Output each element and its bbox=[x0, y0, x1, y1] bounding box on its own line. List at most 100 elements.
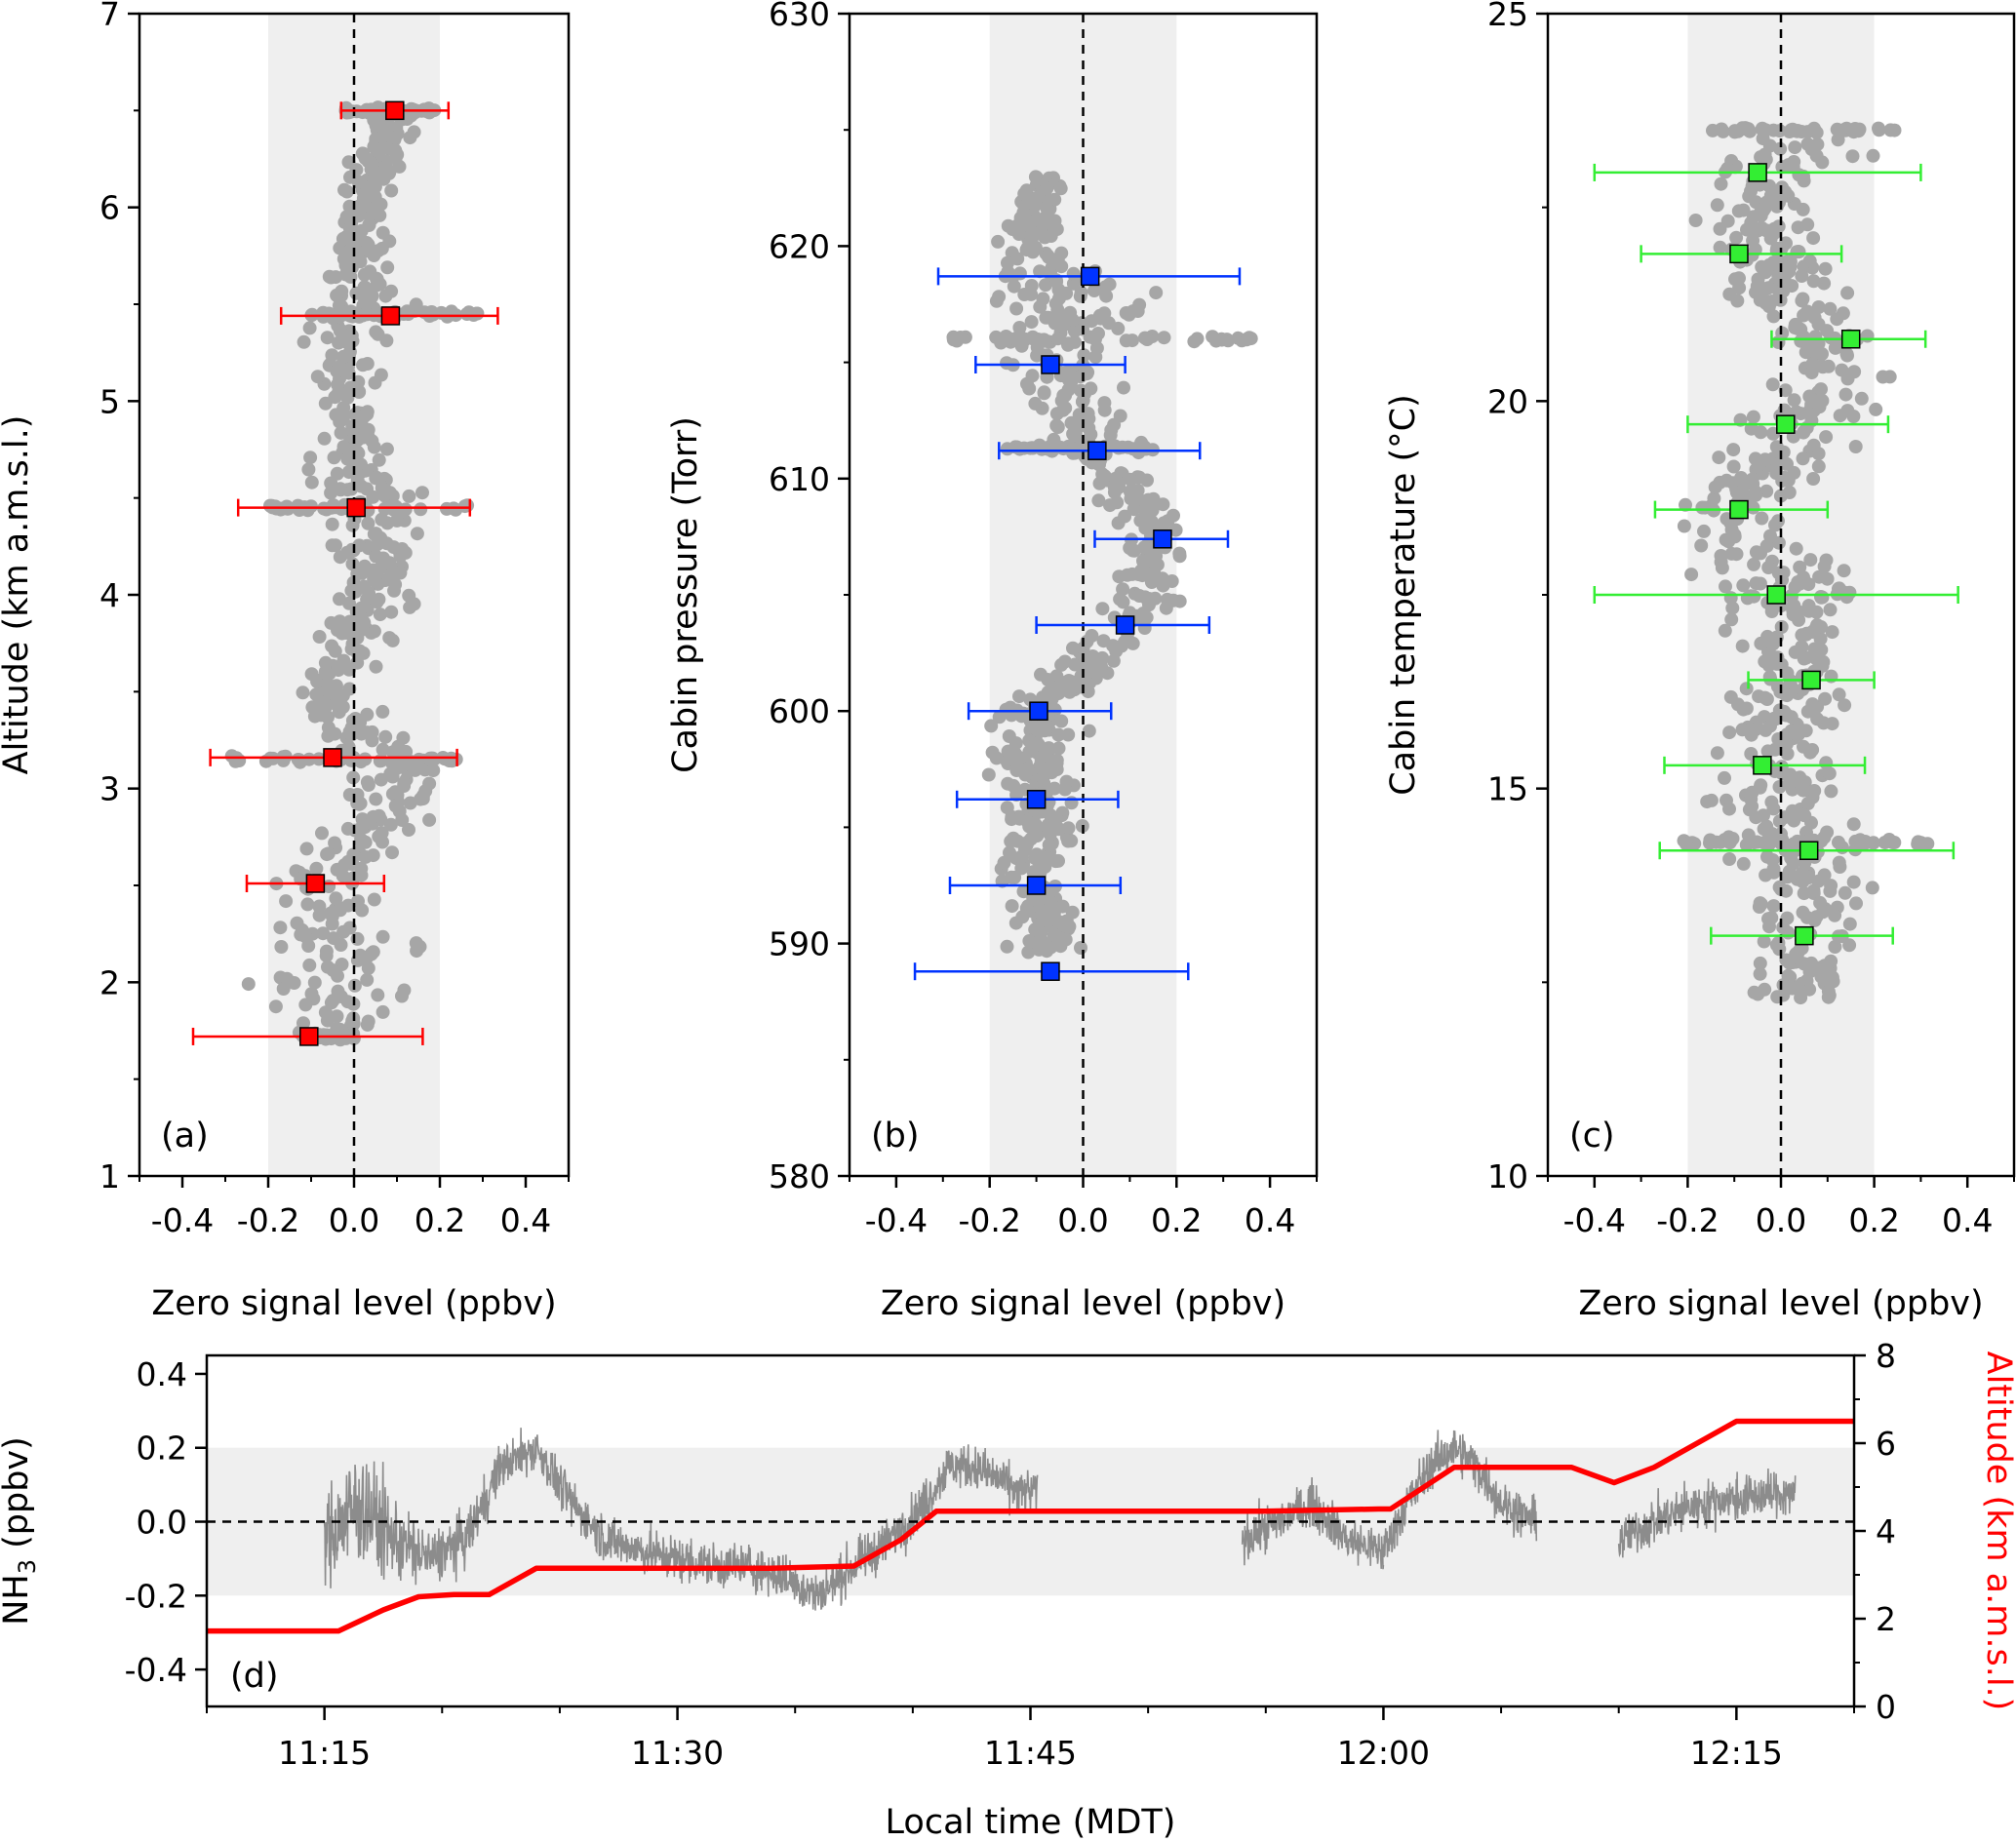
scatter-point bbox=[1840, 286, 1855, 300]
mean-marker bbox=[1776, 414, 1796, 434]
scatter-point bbox=[338, 267, 353, 282]
mean-marker bbox=[1153, 529, 1172, 549]
scatter-point bbox=[1049, 928, 1063, 943]
scatter-point bbox=[1749, 488, 1763, 502]
scatter-point bbox=[388, 143, 403, 158]
scatter-point bbox=[333, 241, 347, 255]
scatter-point bbox=[1068, 334, 1082, 349]
panel-d: 11:15 11:30 11:45 12:00 12:15 -0.4 -0.2 0.0 0.2 0… bbox=[0, 1337, 2016, 1842]
scatter-point bbox=[1103, 498, 1117, 513]
scatter-point bbox=[339, 184, 354, 199]
scatter-point bbox=[403, 796, 417, 810]
scatter-point bbox=[279, 894, 294, 909]
scatter-point bbox=[1775, 160, 1790, 175]
scatter-point bbox=[1796, 202, 1810, 216]
scatter-point bbox=[1831, 133, 1845, 147]
scatter-point bbox=[1095, 602, 1110, 616]
scatter-point bbox=[1083, 330, 1097, 344]
scatter-point bbox=[1061, 834, 1076, 848]
y-axis-label: Cabin pressure (Torr) bbox=[666, 416, 705, 773]
scatter-point bbox=[367, 527, 381, 541]
scatter-point bbox=[997, 855, 1011, 870]
scatter-point bbox=[1041, 249, 1055, 263]
y-tick-label: 0.0 bbox=[137, 1504, 187, 1542]
scatter-point bbox=[1739, 682, 1754, 696]
scatter-point bbox=[1028, 396, 1043, 411]
scatter-point bbox=[304, 475, 319, 490]
scatter-point bbox=[1140, 333, 1155, 346]
scatter-point bbox=[1846, 817, 1861, 832]
scatter-point bbox=[1825, 717, 1839, 731]
scatter-point bbox=[1003, 845, 1016, 860]
scatter-point bbox=[1845, 149, 1860, 164]
scatter-point bbox=[1034, 333, 1048, 347]
y2-tick-label: 4 bbox=[1876, 1512, 1896, 1550]
scatter-point bbox=[370, 142, 384, 157]
scatter-point bbox=[1127, 490, 1142, 505]
scatter-point bbox=[1759, 484, 1774, 498]
mean-marker bbox=[305, 874, 326, 893]
scatter-point bbox=[1214, 333, 1229, 347]
scatter-point bbox=[1828, 340, 1842, 355]
mean-marker bbox=[1115, 615, 1135, 635]
scatter-point bbox=[1007, 279, 1021, 294]
scatter-point bbox=[1759, 538, 1774, 553]
scatter-point bbox=[1763, 719, 1777, 733]
scatter-point bbox=[1750, 835, 1764, 849]
scatter-point bbox=[367, 892, 381, 907]
scatter-point bbox=[1020, 814, 1035, 829]
scatter-point bbox=[1009, 301, 1024, 316]
scatter-point bbox=[358, 835, 373, 849]
scatter-point bbox=[1712, 451, 1726, 465]
scatter-point bbox=[1796, 451, 1810, 466]
scatter-point bbox=[333, 592, 346, 607]
mean-marker bbox=[1801, 670, 1821, 690]
scatter-point bbox=[375, 241, 389, 255]
scatter-point bbox=[1759, 868, 1773, 882]
scatter-point bbox=[1846, 410, 1861, 423]
scatter-point bbox=[1803, 745, 1817, 760]
scatter-point bbox=[1779, 737, 1794, 751]
scatter-point bbox=[1044, 267, 1058, 282]
scatter-point bbox=[301, 462, 316, 477]
scatter-point bbox=[349, 306, 363, 321]
scatter-point bbox=[371, 988, 385, 1002]
scatter-point bbox=[1065, 905, 1080, 920]
mean-marker bbox=[1748, 163, 1767, 182]
x-tick-label: 0.4 bbox=[1245, 1201, 1295, 1239]
scatter-point bbox=[1780, 456, 1794, 471]
scatter-point bbox=[1860, 329, 1875, 343]
scatter-point bbox=[1810, 712, 1825, 726]
scatter-point bbox=[415, 486, 429, 500]
scatter-point bbox=[1024, 315, 1039, 330]
scatter-point bbox=[1190, 332, 1205, 346]
scatter-point bbox=[1007, 778, 1021, 793]
scatter-point bbox=[412, 752, 426, 766]
scatter-point bbox=[385, 499, 400, 514]
scatter-point bbox=[1806, 231, 1821, 246]
panel-label: (b) bbox=[871, 1117, 920, 1156]
scatter-point bbox=[353, 796, 368, 810]
scatter-point bbox=[1061, 727, 1076, 742]
scatter-point bbox=[343, 243, 358, 257]
scatter-point bbox=[1127, 502, 1141, 517]
y-axis-label-subscript: 3 bbox=[14, 1559, 41, 1574]
scatter-point bbox=[369, 659, 383, 674]
scatter-point bbox=[1832, 855, 1846, 870]
scatter-point bbox=[1791, 979, 1805, 994]
scatter-point bbox=[1753, 576, 1767, 591]
scatter-point bbox=[1797, 651, 1811, 666]
scatter-point bbox=[1099, 289, 1114, 303]
scatter-point bbox=[374, 368, 388, 382]
scatter-point bbox=[1726, 443, 1741, 457]
scatter-point bbox=[1817, 559, 1832, 573]
scatter-point bbox=[350, 931, 365, 946]
scatter-point bbox=[1716, 124, 1730, 138]
scatter-point bbox=[353, 255, 368, 269]
x-tick-label: 0.4 bbox=[1942, 1201, 1993, 1239]
scatter-point bbox=[1708, 480, 1722, 494]
scatter-point bbox=[310, 370, 325, 384]
scatter-point bbox=[1037, 776, 1051, 791]
scatter-point bbox=[1021, 195, 1036, 210]
scatter-point bbox=[309, 861, 324, 876]
